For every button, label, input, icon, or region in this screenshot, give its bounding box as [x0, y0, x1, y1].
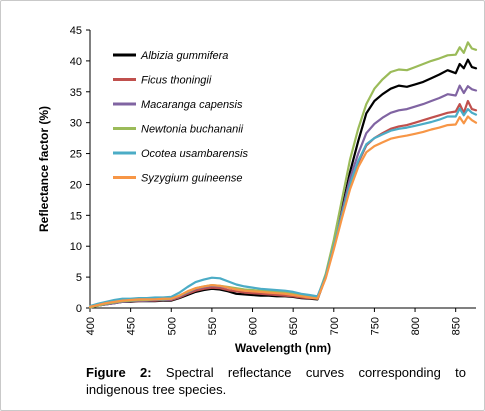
legend-label-6: Syzygium guineense	[141, 173, 243, 185]
x-tick-label: 850	[451, 317, 463, 335]
chart-legend: Albizia gummifera Ficus thoningii Macarang…	[113, 50, 248, 185]
x-tick-label: 650	[288, 317, 300, 335]
y-tick-label: 35	[70, 87, 82, 99]
caption-label: Figure 2:	[86, 365, 152, 380]
x-tick-label: 700	[329, 317, 341, 335]
x-tick-label: 450	[126, 317, 138, 335]
y-axis-title: Reflectance factor (%)	[37, 106, 51, 232]
spectral-chart: 0 5 10 15 20 25 30 35 40 45 400 450 500 550 600 650 700 7…	[37, 25, 478, 355]
legend-label-1: Albizia gummifera	[140, 50, 228, 62]
chart-axes: 0 5 10 15 20 25 30 35 40 45 400 450 500 550 600 650 700 7…	[70, 25, 476, 335]
caption-text: Spectral reflectance curves correspondin…	[86, 365, 466, 397]
series-line-3	[88, 84, 478, 309]
x-tick-label: 550	[207, 317, 219, 335]
series-line-5	[88, 107, 478, 308]
y-tick-label: 30	[70, 118, 82, 130]
chart-series	[88, 41, 478, 309]
y-tick-label: 5	[76, 272, 82, 284]
series-line-6	[88, 115, 478, 308]
legend-label-3: Macaranga capensis	[141, 99, 243, 111]
y-tick-label: 0	[76, 303, 82, 315]
x-tick-label: 750	[369, 317, 381, 335]
x-tick-label: 600	[248, 317, 260, 335]
x-tick-label: 800	[410, 317, 422, 335]
legend-label-5: Ocotea usambarensis	[141, 148, 248, 160]
y-tick-label: 25	[70, 149, 82, 161]
legend-label-4: Newtonia buchananii	[141, 124, 244, 136]
x-tick-label: 500	[166, 317, 178, 335]
y-tick-label: 10	[70, 241, 82, 253]
legend-label-2: Ficus thoningii	[141, 75, 212, 87]
figure-caption: Figure 2: Spectral reflectance curves co…	[86, 364, 466, 398]
y-tick-label: 15	[70, 210, 82, 222]
y-tick-label: 45	[70, 25, 82, 37]
y-tick-label: 20	[70, 179, 82, 191]
y-tick-label: 40	[70, 56, 82, 68]
x-tick-label: 400	[85, 317, 97, 335]
x-axis-title: Wavelength (nm)	[235, 341, 331, 355]
